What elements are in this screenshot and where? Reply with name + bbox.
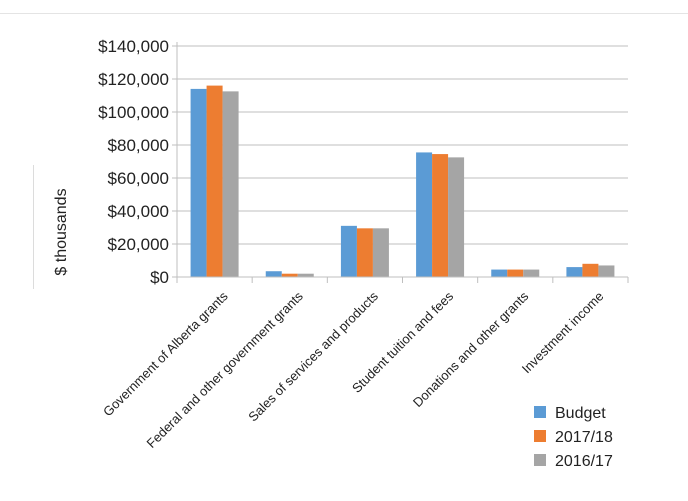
x-category-label: Investment income [519,289,607,377]
y-tick-label: $120,000 [98,70,169,89]
bar [265,271,282,277]
bar [340,225,357,277]
top-divider [0,13,688,14]
legend-swatch [534,430,546,442]
bar [432,154,449,277]
axes [176,42,629,283]
bar [281,273,298,277]
x-category-label: Government of Alberta grants [100,288,231,419]
bar [523,269,540,277]
y-tick-label: $100,000 [98,103,169,122]
bar [222,91,239,277]
bar [566,267,583,277]
bar [491,269,508,277]
bar [206,85,223,277]
bar [448,157,465,277]
legend-swatch [534,454,546,466]
legend: Budget 2017/18 2016/17 [534,405,613,470]
bar [507,269,524,277]
y-tick-label: $0 [150,268,169,287]
y-tick-label: $80,000 [108,136,169,155]
x-category-label: Sales of services and products [245,288,381,424]
y-tick-labels: $0 $20,000 $40,000 $60,000 $80,000 $100,000 $1… [98,37,169,287]
bar [598,265,615,277]
y-tick-label: $60,000 [108,169,169,188]
y-axis-label: $ thousands [53,188,70,275]
bar [190,88,207,278]
bars [190,85,615,278]
bar [582,263,599,277]
y-tick-label: $20,000 [108,235,169,254]
y-tick-label: $40,000 [108,202,169,221]
x-category-label: Federal and other government grants [143,288,306,451]
gridlines [172,45,628,278]
bar [297,273,314,277]
legend-label: 2017/18 [555,429,613,446]
bar [372,228,389,277]
left-edge-mark [33,165,34,289]
bar [416,152,433,277]
legend-swatch [534,406,546,418]
y-tick-label: $140,000 [98,37,169,56]
legend-label: Budget [555,405,606,422]
legend-label: 2016/17 [555,453,613,470]
bar [356,228,373,277]
